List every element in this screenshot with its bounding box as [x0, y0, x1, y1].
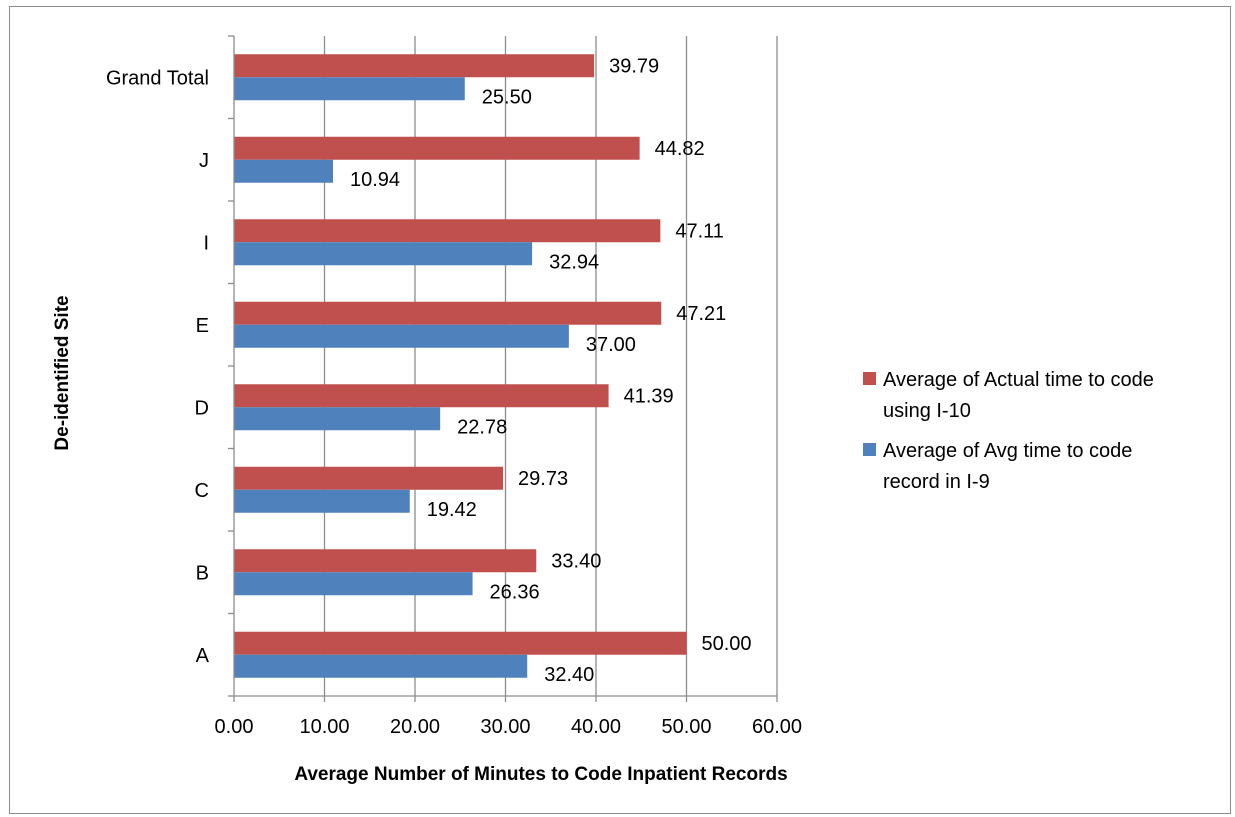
- y-category-label: B: [196, 562, 209, 584]
- bar-value-label: 39.79: [609, 55, 659, 77]
- bar-value-label: 29.73: [518, 468, 568, 490]
- y-category-labels: A B C D E I J Grand Total: [106, 67, 210, 667]
- bar-value-label: 50.00: [702, 633, 752, 655]
- x-tick-label: 0.00: [215, 716, 254, 738]
- axes: [228, 35, 778, 702]
- bar-i9: [234, 489, 410, 513]
- bar-i10: [234, 384, 609, 408]
- bar-value-label: 26.36: [490, 581, 540, 603]
- x-gridlines: [323, 36, 778, 696]
- legend-label: Average of Actual time to code: [883, 369, 1154, 391]
- y-category-label: I: [203, 232, 209, 254]
- bar-i10: [234, 219, 661, 243]
- legend-swatch: [863, 372, 876, 385]
- y-category-label: J: [199, 150, 209, 172]
- bar-i10: [234, 631, 687, 655]
- bar-value-label: 33.40: [551, 550, 601, 572]
- bar-i10: [234, 54, 595, 78]
- x-tick-label: 10.00: [299, 716, 349, 738]
- bar-value-label: 19.42: [427, 499, 477, 521]
- bar-i9: [234, 159, 334, 183]
- bar-value-label: 41.39: [624, 385, 674, 407]
- x-tick-label: 20.00: [390, 716, 440, 738]
- y-category-label: Grand Total: [106, 67, 209, 89]
- y-category-label: A: [196, 645, 210, 667]
- value-labels: 50.00 32.40 33.40 26.36 29.73 19.42 41.39 22.78…: [350, 55, 752, 686]
- x-tick-label: 30.00: [480, 716, 530, 738]
- bar-value-label: 32.94: [549, 251, 599, 273]
- bar-value-label: 25.50: [482, 86, 532, 108]
- bar-i9: [234, 242, 533, 266]
- legend-swatch: [863, 443, 876, 456]
- bar-value-label: 22.78: [457, 416, 507, 438]
- x-tick-label: 60.00: [752, 716, 802, 738]
- bar-marks: [234, 54, 687, 678]
- bar-i10: [234, 466, 504, 490]
- x-axis-title: Average Number of Minutes to Code Inpati…: [294, 764, 787, 785]
- bar-value-label: 44.82: [655, 138, 705, 160]
- legend: Average of Actual time to code using I-10…: [863, 369, 1154, 493]
- x-tick-label: 50.00: [661, 716, 711, 738]
- bar-value-label: 37.00: [586, 334, 636, 356]
- y-category-label: D: [195, 397, 209, 419]
- bar-i9: [234, 77, 465, 101]
- bar-value-label: 32.40: [544, 664, 594, 686]
- bar-i9: [234, 572, 473, 596]
- bar-i9: [234, 324, 569, 348]
- x-tick-labels: 0.00 10.00 20.00 30.00 40.00 50.00 60.00: [215, 716, 803, 738]
- bar-value-label: 47.11: [675, 220, 724, 242]
- legend-label: using I-10: [883, 400, 971, 422]
- y-axis-title: De-identified Site: [52, 295, 73, 450]
- bar-i9: [234, 407, 441, 431]
- bar-i10: [234, 301, 662, 325]
- legend-label: record in I-9: [883, 471, 990, 493]
- bar-value-label: 47.21: [676, 303, 726, 325]
- legend-label: Average of Avg time to code: [883, 440, 1132, 462]
- bar-i9: [234, 654, 528, 678]
- y-category-label: E: [196, 315, 209, 337]
- y-category-label: C: [195, 480, 209, 502]
- x-tick-label: 40.00: [571, 716, 621, 738]
- bar-value-label: 10.94: [350, 169, 400, 191]
- bar-i10: [234, 136, 640, 160]
- bar-i10: [234, 549, 537, 573]
